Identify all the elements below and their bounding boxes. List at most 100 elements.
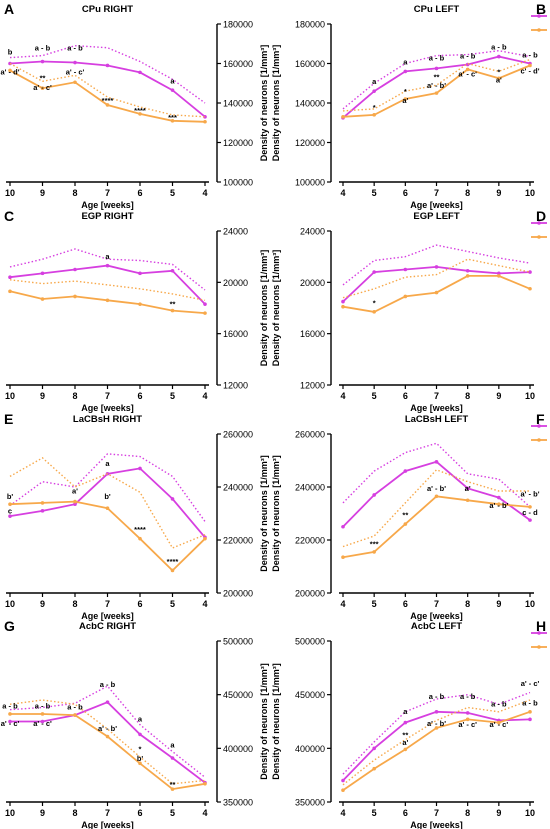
series-wky-point	[434, 66, 439, 71]
annotation-label: a'	[402, 738, 408, 747]
series-shr-point	[403, 97, 408, 101]
series-shr-error-line	[9, 457, 206, 549]
annotation-label: a	[170, 740, 175, 749]
series-shr-point	[528, 286, 532, 291]
x-tick-label: 6	[403, 188, 408, 198]
annotation-label: a - b	[491, 699, 507, 708]
y-tick-label: 240000	[223, 483, 253, 493]
x-tick-label: 7	[105, 188, 110, 198]
series-wky-point	[434, 265, 439, 269]
panel-letter: D	[536, 208, 546, 224]
series-shr-point	[465, 498, 470, 503]
y-tick-label: 400000	[223, 744, 253, 754]
annotation-label: a - b	[522, 51, 538, 60]
annotation-label: a - b	[491, 43, 507, 52]
x-tick-label: 4	[340, 391, 345, 401]
series-wky-point	[341, 524, 345, 529]
annotation-label: a - b	[429, 692, 445, 701]
series-shr-point	[105, 506, 110, 511]
series-shr-point	[528, 710, 532, 714]
series-wky-line	[342, 460, 531, 528]
series-wky-error-line	[342, 244, 531, 286]
x-tick-label: 9	[496, 391, 501, 401]
series-shr-point	[528, 63, 532, 68]
annotation-label: a	[105, 459, 110, 468]
y-tick-label: 450000	[223, 690, 253, 700]
annotation-label: a	[403, 707, 408, 716]
series-shr-point	[138, 536, 142, 541]
y-tick-label: 180000	[223, 20, 253, 30]
series-shr-point	[73, 294, 77, 299]
y-tick-label: 450000	[295, 690, 325, 700]
x-tick-label: 6	[137, 599, 142, 609]
x-axis-label: Age [weeks]	[410, 403, 463, 413]
series-wky-point	[8, 514, 12, 518]
x-tick-label: 5	[372, 808, 377, 818]
annotation-label: ****	[134, 106, 146, 115]
series-shr-point	[341, 555, 345, 560]
y-axis-label: Density of neurons [1/mm³]	[271, 45, 281, 162]
annotation-label: a' - b'	[489, 501, 508, 510]
series-shr-point	[372, 113, 376, 117]
series-wky-point	[170, 88, 175, 92]
annotation-label: a' - c'	[458, 69, 477, 78]
annotation-label: c' - d'	[521, 66, 540, 75]
series-wky-point	[170, 268, 175, 273]
annotation-label: **	[170, 300, 176, 309]
series-shr-point	[372, 766, 376, 771]
chart-title: EGP LEFT	[413, 211, 459, 222]
series-shr-point	[170, 568, 175, 573]
annotation-label: a' - c'	[521, 679, 540, 688]
series-shr-point	[341, 788, 345, 792]
x-tick-label: 6	[137, 391, 142, 401]
x-tick-label: 6	[137, 188, 142, 198]
series-wky-point	[497, 54, 501, 59]
series-shr-error-line	[9, 279, 206, 301]
series-shr-point	[138, 302, 142, 306]
annotation-label: ****	[167, 557, 179, 566]
annotation-label: c - d	[522, 508, 538, 517]
y-tick-label: 120000	[295, 138, 325, 148]
y-tick-label: 16000	[300, 329, 325, 339]
panel-letter: F	[536, 411, 545, 427]
series-shr-point	[203, 119, 207, 124]
x-tick-label: 6	[137, 808, 142, 818]
series-shr-error-line	[342, 258, 531, 299]
x-tick-label: 7	[105, 599, 110, 609]
annotation-label: ****	[134, 525, 146, 534]
x-tick-label: 4	[340, 599, 345, 609]
annotation-label: a - b	[67, 44, 83, 53]
panel-g: G AcbC RIGHT 350000 400000 450000 500000 Densi…	[1, 618, 269, 829]
x-tick-label: 9	[40, 188, 45, 198]
y-tick-label: 350000	[295, 798, 325, 808]
x-tick-label: 10	[525, 599, 535, 609]
annotation-label: a' - c'	[490, 720, 509, 729]
chart-title: AcbC LEFT	[411, 621, 462, 632]
x-tick-label: 10	[525, 808, 535, 818]
annotation-label: a	[138, 715, 143, 724]
x-tick-label: 7	[434, 599, 439, 609]
annotation-label: a	[403, 57, 408, 66]
series-shr-point	[40, 712, 45, 716]
panel-c: C EGP RIGHT 12000 16000 20000 24000 Density of…	[4, 208, 269, 413]
annotation-label: a - b	[460, 692, 476, 701]
series-shr-point	[73, 499, 77, 504]
series-shr-point	[40, 86, 45, 90]
y-tick-label: 500000	[295, 637, 325, 647]
y-tick-label: 12000	[300, 381, 325, 391]
y-tick-label: 20000	[300, 278, 325, 288]
chart-title: CPu RIGHT	[82, 4, 133, 15]
x-tick-label: 9	[496, 188, 501, 198]
series-wky-point	[372, 270, 376, 274]
chart-title: LaCBsH RIGHT	[73, 414, 142, 425]
x-tick-label: 10	[525, 391, 535, 401]
x-tick-label: 5	[372, 391, 377, 401]
y-tick-label: 220000	[223, 536, 253, 546]
series-wky-point	[528, 518, 532, 522]
series-wky-point	[341, 778, 345, 783]
series-shr-point	[434, 91, 439, 95]
legend-marker-wky	[537, 631, 541, 635]
x-axis-label: Age [weeks]	[81, 200, 134, 210]
series-wky-point	[138, 466, 142, 471]
